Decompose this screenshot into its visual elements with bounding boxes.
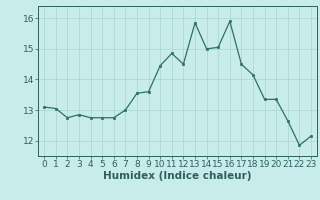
- X-axis label: Humidex (Indice chaleur): Humidex (Indice chaleur): [103, 171, 252, 181]
